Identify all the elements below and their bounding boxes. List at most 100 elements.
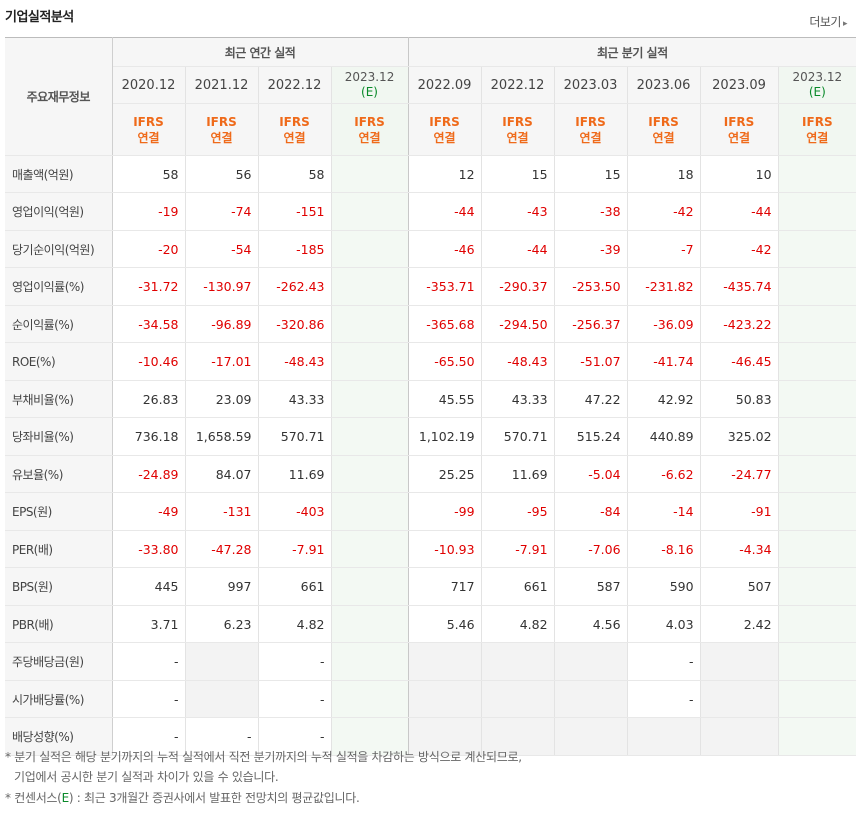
row-label: 주당배당금(원) bbox=[5, 642, 113, 681]
table-cell: - bbox=[626, 680, 701, 718]
table-cell: -262.43 bbox=[257, 267, 331, 306]
annual-period-header: 2021.12 bbox=[184, 66, 258, 104]
ifrs-top: IFRS bbox=[206, 114, 237, 129]
table-cell: -290.37 bbox=[480, 267, 555, 306]
table-cell: -6.62 bbox=[626, 455, 701, 493]
table-cell: -294.50 bbox=[480, 305, 555, 343]
table-cell: 570.71 bbox=[480, 417, 555, 456]
table-cell: - bbox=[626, 642, 701, 681]
row-label: PBR(배) bbox=[5, 605, 113, 643]
ifrs-label: IFRS 연결 bbox=[257, 103, 331, 156]
table-cell bbox=[777, 530, 857, 568]
table-cell: 587 bbox=[553, 567, 628, 606]
note-quarter-line2: 기업에서 공시한 분기 실적과 차이가 있을 수 있습니다. bbox=[14, 770, 279, 784]
row-label: 유보율(%) bbox=[5, 455, 113, 493]
table-cell bbox=[330, 605, 409, 643]
table-cell bbox=[777, 717, 857, 756]
table-cell bbox=[777, 267, 857, 306]
ifrs-bottom: 연결 bbox=[579, 130, 602, 145]
table-cell bbox=[777, 230, 857, 268]
table-cell: -423.22 bbox=[699, 305, 779, 343]
ifrs-top: IFRS bbox=[133, 114, 164, 129]
period-label: 2023.12 bbox=[792, 70, 843, 84]
table-cell: 3.71 bbox=[111, 605, 185, 643]
ifrs-bottom: 연결 bbox=[210, 130, 233, 145]
table-cell bbox=[777, 380, 857, 418]
table-cell: 42.92 bbox=[626, 380, 701, 418]
table-cell: -99 bbox=[407, 492, 482, 531]
ifrs-label: IFRS 연결 bbox=[184, 103, 258, 156]
table-cell: -34.58 bbox=[111, 305, 185, 343]
ifrs-top: IFRS bbox=[502, 114, 533, 129]
table-cell: -42 bbox=[699, 230, 779, 268]
quarter-period-header: 2023.12 (E) bbox=[777, 66, 857, 104]
table-cell: -353.71 bbox=[407, 267, 482, 306]
table-cell: 507 bbox=[699, 567, 779, 606]
table-cell: -4.34 bbox=[699, 530, 779, 568]
ifrs-top: IFRS bbox=[279, 114, 310, 129]
table-cell: -7.91 bbox=[257, 530, 331, 568]
quarter-period-header: 2022.12 bbox=[480, 66, 555, 104]
table-cell bbox=[699, 642, 779, 681]
period-label: 2023.03 bbox=[563, 77, 618, 93]
table-cell: 11.69 bbox=[257, 455, 331, 493]
table-row: 부채비율(%) 26.83 23.09 43.33 45.55 43.33 47.22 42.… bbox=[5, 380, 857, 418]
table-cell bbox=[777, 155, 857, 193]
table-row: BPS(원) 445 997 661 717 661 587 590 507 bbox=[5, 567, 857, 606]
table-row: 영업이익(억원) -19 -74 -151 -44 -43 -38 -42 -44 bbox=[5, 192, 857, 231]
ifrs-label: IFRS 연결 bbox=[626, 103, 701, 156]
ifrs-label: IFRS 연결 bbox=[553, 103, 628, 156]
table-cell bbox=[777, 492, 857, 531]
table-cell: -253.50 bbox=[553, 267, 628, 306]
table-cell bbox=[407, 642, 482, 681]
table-cell bbox=[330, 380, 409, 418]
table-cell: -44 bbox=[699, 192, 779, 231]
table-cell: 2.42 bbox=[699, 605, 779, 643]
row-label: 당좌비율(%) bbox=[5, 417, 113, 456]
table-cell: -231.82 bbox=[626, 267, 701, 306]
table-cell: -51.07 bbox=[553, 342, 628, 381]
table-cell: 1,102.19 bbox=[407, 417, 482, 456]
period-label: 2022.12 bbox=[490, 77, 545, 93]
table-cell: 1,658.59 bbox=[184, 417, 258, 456]
table-cell bbox=[777, 567, 857, 606]
table-cell: -14 bbox=[626, 492, 701, 531]
table-cell: 10 bbox=[699, 155, 779, 193]
table-cell bbox=[330, 492, 409, 531]
table-cell: 25.25 bbox=[407, 455, 482, 493]
table-cell bbox=[553, 717, 628, 756]
annual-period-header: 2020.12 bbox=[111, 66, 185, 104]
table-cell: -19 bbox=[111, 192, 185, 231]
table-cell: -46 bbox=[407, 230, 482, 268]
table-cell: -24.77 bbox=[699, 455, 779, 493]
table-row: 시가배당률(%) - - - bbox=[5, 680, 857, 718]
table-cell bbox=[330, 305, 409, 343]
period-label: 2022.09 bbox=[417, 77, 472, 93]
table-cell bbox=[480, 717, 555, 756]
table-cell: -74 bbox=[184, 192, 258, 231]
table-row: 당좌비율(%) 736.18 1,658.59 570.71 1,102.19 570.7… bbox=[5, 417, 857, 456]
table-cell: 440.89 bbox=[626, 417, 701, 456]
note-quarter-line1: * 분기 실적은 해당 분기까지의 누적 실적에서 직전 분기까지의 누적 실적… bbox=[5, 750, 522, 764]
table-cell: 58 bbox=[257, 155, 331, 193]
table-cell: -185 bbox=[257, 230, 331, 268]
table-cell: 445 bbox=[111, 567, 185, 606]
table-cell: 58 bbox=[111, 155, 185, 193]
more-link[interactable]: 더보기 ▸ bbox=[809, 13, 847, 30]
table-cell: -20 bbox=[111, 230, 185, 268]
row-label: 순이익률(%) bbox=[5, 305, 113, 343]
row-label: 영업이익(억원) bbox=[5, 192, 113, 231]
more-label: 더보기 bbox=[809, 15, 841, 29]
table-cell bbox=[777, 417, 857, 456]
table-cell: -320.86 bbox=[257, 305, 331, 343]
table-row: EPS(원) -49 -131 -403 -99 -95 -84 -14 -91 bbox=[5, 492, 857, 531]
table-cell: - bbox=[257, 642, 331, 681]
table-cell bbox=[330, 455, 409, 493]
table-row: 순이익률(%) -34.58 -96.89 -320.86 -365.68 -294.50… bbox=[5, 305, 857, 343]
row-label: 매출액(억원) bbox=[5, 155, 113, 193]
ifrs-bottom: 연결 bbox=[283, 130, 306, 145]
table-cell: -96.89 bbox=[184, 305, 258, 343]
table-cell: 50.83 bbox=[699, 380, 779, 418]
table-cell: -48.43 bbox=[257, 342, 331, 381]
row-label: ROE(%) bbox=[5, 342, 113, 381]
